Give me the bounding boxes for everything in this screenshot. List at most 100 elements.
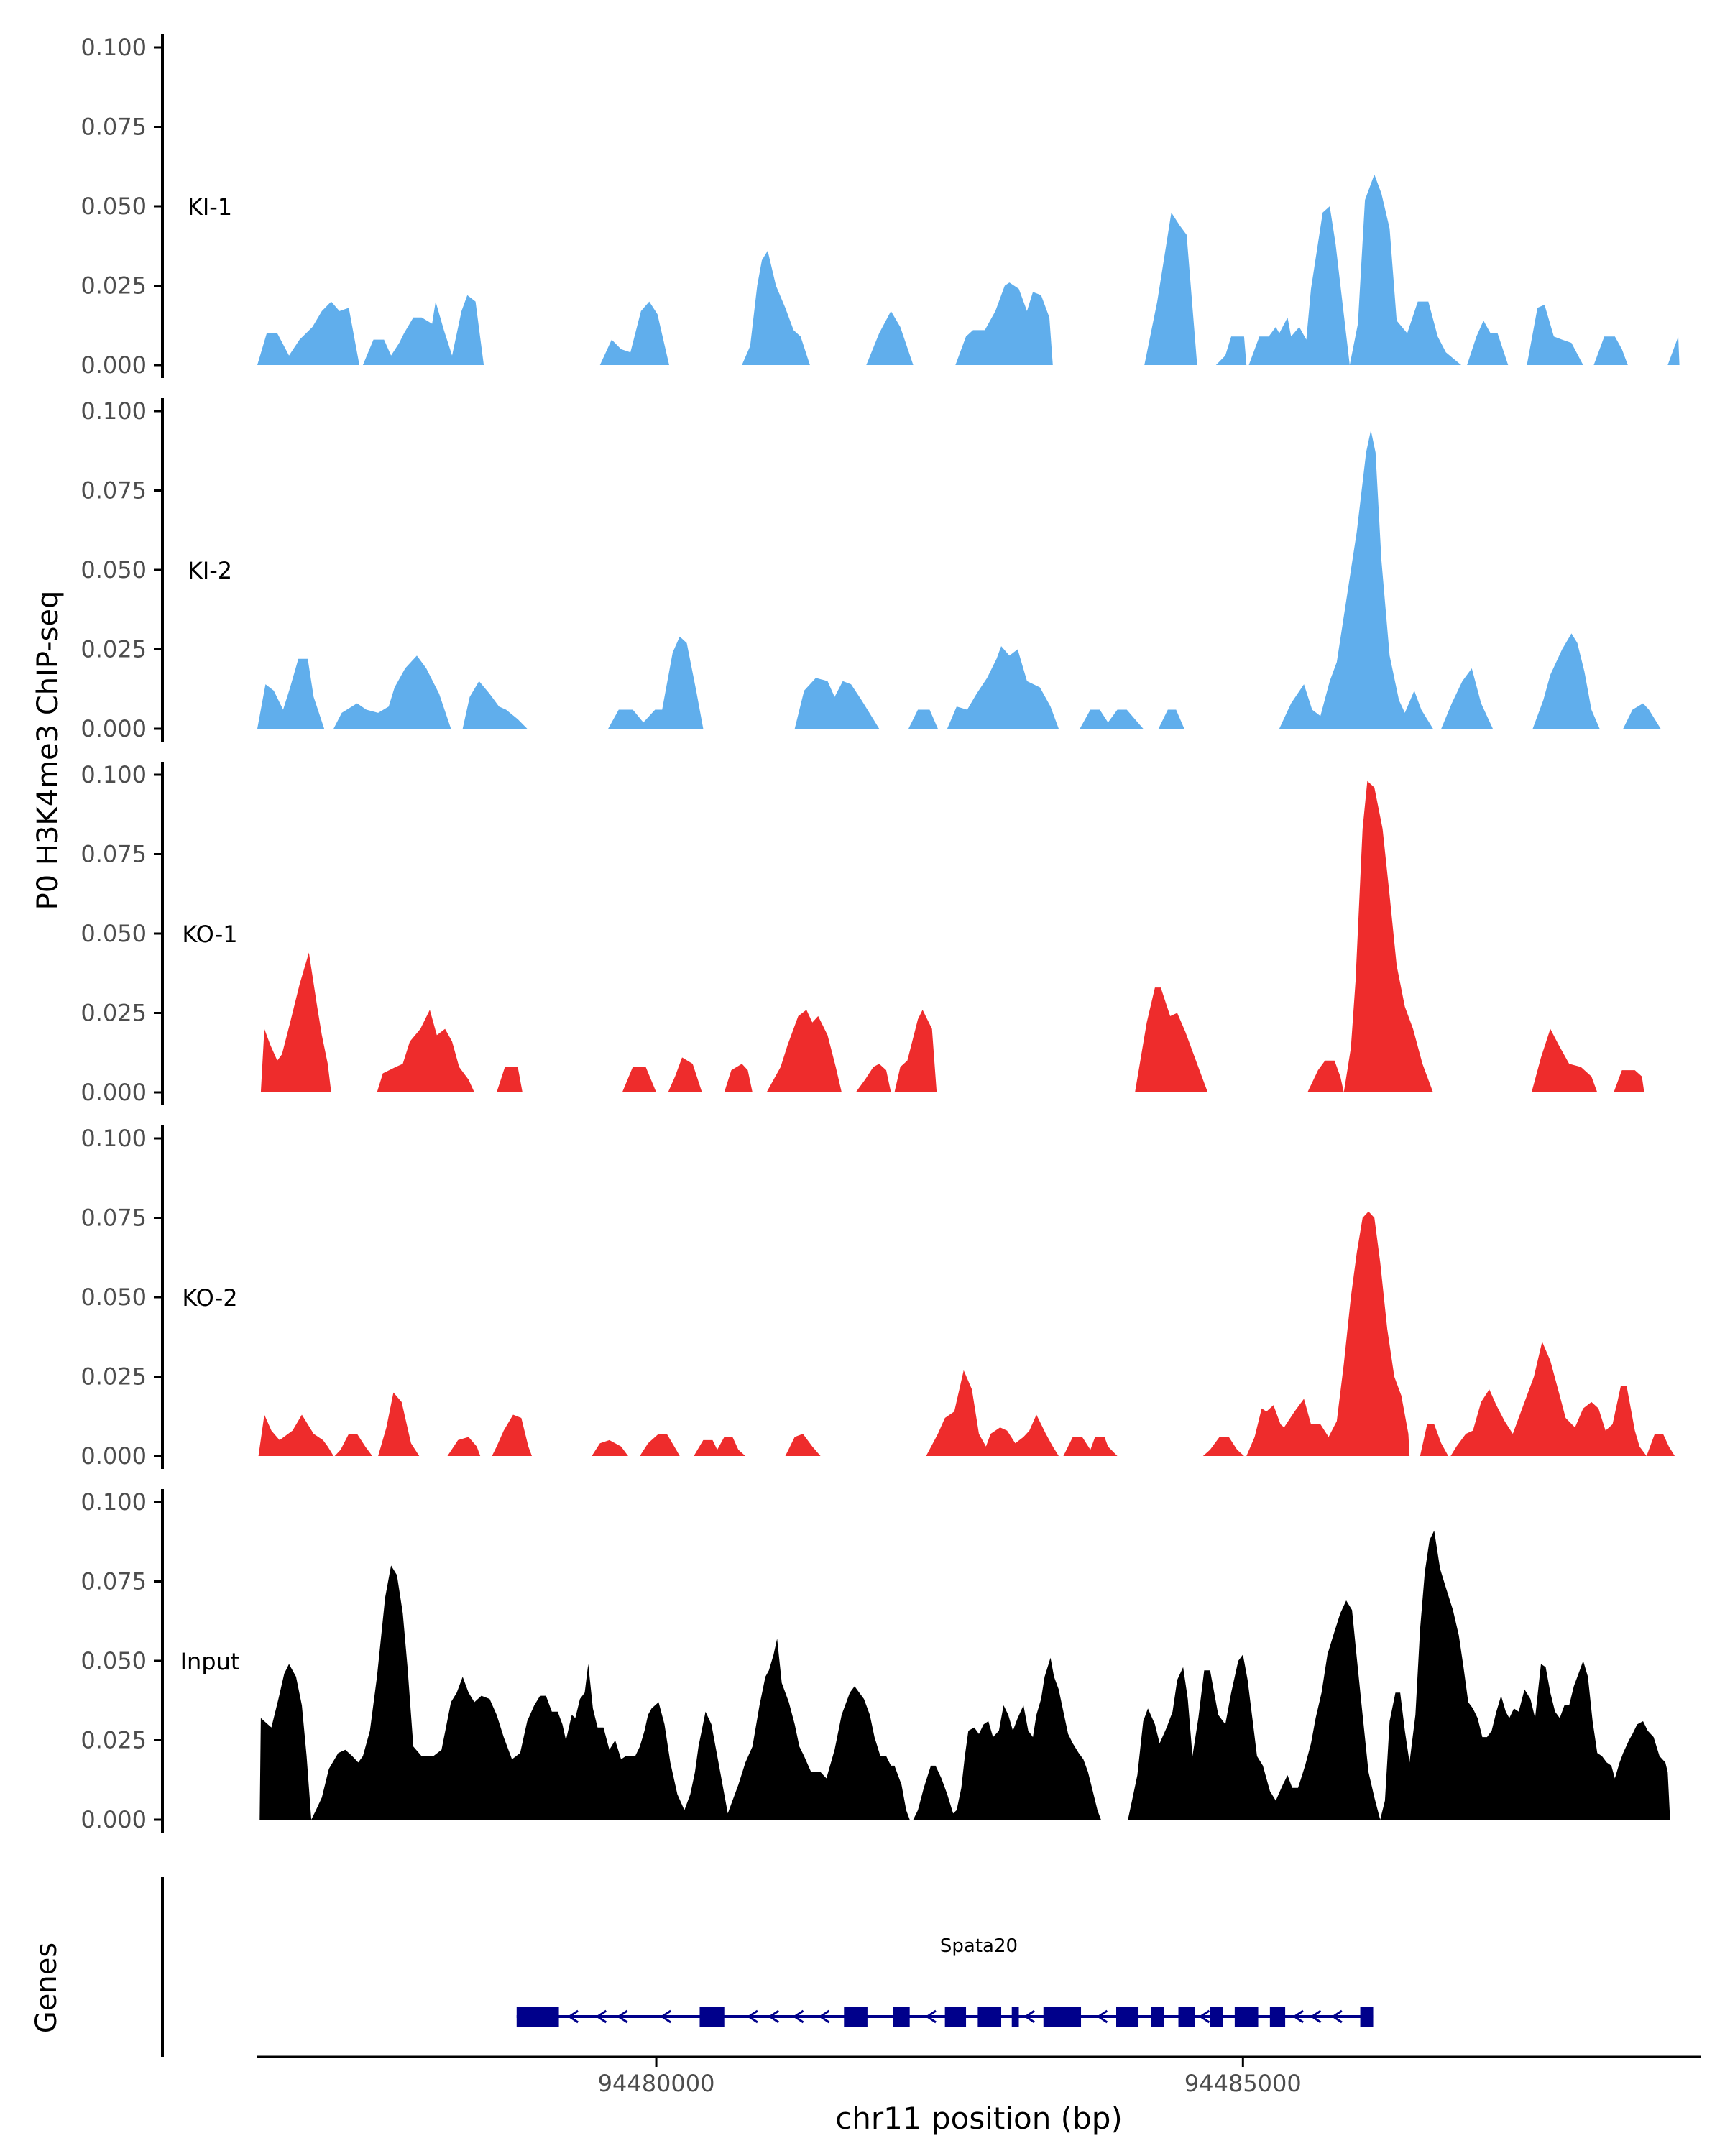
coverage-peak-ki-1-9 bbox=[1248, 174, 1461, 366]
track-label-ko-2: KO-2 bbox=[182, 1284, 237, 1312]
strand-arrow-icon bbox=[1198, 2009, 1210, 2024]
track-label-ki-2: KI-2 bbox=[188, 557, 232, 584]
coverage-peak-ko-1-7 bbox=[766, 1010, 842, 1092]
coverage-peak-ki-1-3 bbox=[599, 301, 669, 365]
strand-arrow-icon bbox=[567, 2009, 579, 2024]
coverage-peak-ki-1-2 bbox=[362, 295, 484, 365]
track-label-ko-1: KO-1 bbox=[182, 921, 237, 948]
coverage-peak-ko-2-12 bbox=[1202, 1437, 1244, 1456]
strand-arrow-icon bbox=[1331, 2009, 1343, 2024]
x-axis-title: chr11 position (bp) bbox=[835, 2101, 1123, 2136]
genes-panel: Genes Spata20 bbox=[30, 1877, 1374, 2057]
track-input: 0.000 0.025 0.050 0.075 0.100 Input bbox=[80, 1488, 1670, 1833]
y-tick-label: 0.100 bbox=[80, 761, 147, 788]
y-tick-label: 0.075 bbox=[80, 477, 147, 505]
gene-exon bbox=[944, 2007, 967, 2027]
coverage-peak-ki-2-7 bbox=[947, 646, 1059, 729]
coverage-peak-ko-1-1 bbox=[260, 952, 331, 1092]
coverage-peak-ko-1-5 bbox=[668, 1057, 702, 1092]
coverage-peak-ko-2-4 bbox=[447, 1437, 481, 1456]
coverage-peak-ki-1-13 bbox=[1668, 336, 1680, 365]
coverage-peak-ko-2-13 bbox=[1246, 1211, 1410, 1456]
strand-arrow-icon bbox=[1024, 2009, 1036, 2024]
y-tick-label: 0.075 bbox=[80, 1204, 147, 1232]
coverage-peak-ki-1-11 bbox=[1527, 305, 1583, 365]
y-tick-label: 0.025 bbox=[80, 1363, 147, 1391]
gene-exon bbox=[1043, 2007, 1082, 2027]
genes-panel-title: Genes bbox=[30, 1943, 63, 2033]
x-tick-label: 94485000 bbox=[1184, 2070, 1302, 2097]
gene-exon bbox=[1360, 2007, 1374, 2027]
y-tick-label: 0.100 bbox=[80, 1125, 147, 1152]
x-axis: 94480000 94485000 chr11 position (bp) bbox=[257, 2055, 1701, 2136]
y-tick-label: 0.075 bbox=[80, 1568, 147, 1595]
y-tick-label: 0.000 bbox=[80, 1806, 147, 1833]
gene-model-spata20 bbox=[516, 2007, 1374, 2027]
strand-arrow-icon bbox=[1310, 2009, 1322, 2024]
x-axis-ticks: 94480000 94485000 bbox=[598, 2057, 1302, 2097]
y-tick-label: 0.050 bbox=[80, 1284, 147, 1311]
coverage-peak-input-3 bbox=[1380, 1530, 1670, 1820]
coverage-peak-ko-2-10 bbox=[926, 1370, 1059, 1456]
gene-exon bbox=[1011, 2007, 1019, 2027]
coverage-peak-ki-2-10 bbox=[1279, 430, 1433, 729]
coverage-peak-ko-2-8 bbox=[694, 1437, 746, 1456]
track-label-input: Input bbox=[180, 1648, 240, 1675]
strand-arrow-icon bbox=[617, 2009, 628, 2024]
strand-arrow-icon bbox=[660, 2009, 671, 2024]
coverage-peak-ki-1-8 bbox=[1215, 336, 1247, 365]
coverage-peak-ko-2-3 bbox=[378, 1392, 420, 1456]
y-tick-label: 0.050 bbox=[80, 1647, 147, 1674]
coverage-peak-ko-1-13 bbox=[1531, 1028, 1598, 1092]
y-tick-label: 0.000 bbox=[80, 1079, 147, 1106]
coverage-peak-ko-1-3 bbox=[497, 1067, 523, 1092]
strand-arrow-icon bbox=[1096, 2009, 1108, 2024]
gene-exon bbox=[1269, 2007, 1286, 2027]
coverage-peak-ki-2-12 bbox=[1532, 633, 1600, 729]
y-tick-label: 0.025 bbox=[80, 636, 147, 663]
gene-exon bbox=[1151, 2007, 1164, 2027]
y-tick-label: 0.100 bbox=[80, 397, 147, 425]
y-tick-label: 0.025 bbox=[80, 1000, 147, 1027]
coverage-peak-ko-1-9 bbox=[894, 1010, 937, 1092]
y-axis-title: P0 H3K4me3 ChIP-seq bbox=[32, 591, 65, 911]
coverage-peak-ko-2-11 bbox=[1063, 1437, 1118, 1456]
y-tick-label: 0.100 bbox=[80, 1488, 147, 1516]
strand-arrow-icon bbox=[792, 2009, 804, 2024]
y-tick-label: 0.050 bbox=[80, 556, 147, 584]
coverage-peak-ko-2-2 bbox=[334, 1434, 372, 1456]
coverage-peak-ki-1-7 bbox=[1144, 212, 1197, 365]
coverage-peak-ki-1-6 bbox=[955, 282, 1053, 365]
strand-arrow-icon bbox=[747, 2009, 758, 2024]
coverage-peak-ko-2-15 bbox=[1450, 1341, 1647, 1456]
coverage-peak-ki-2-1 bbox=[257, 658, 325, 729]
strand-arrow-icon bbox=[925, 2009, 937, 2024]
coverage-peak-ko-1-6 bbox=[724, 1064, 753, 1092]
coverage-peak-ki-2-6 bbox=[908, 709, 938, 729]
coverage-peak-ki-2-3 bbox=[462, 681, 528, 729]
coverage-tracks: 0.0000.0250.0500.0750.100KI-10.0000.0250… bbox=[80, 34, 1680, 1833]
y-tick-label: 0.000 bbox=[80, 351, 147, 379]
coverage-peak-ko-2-7 bbox=[640, 1434, 680, 1456]
track-ki-2: 0.000 0.025 0.050 0.075 0.100 KI-2 bbox=[80, 397, 1661, 742]
coverage-peak-ko-2-16 bbox=[1646, 1434, 1675, 1456]
x-tick-label: 94480000 bbox=[598, 2070, 715, 2097]
coverage-peak-ko-2-6 bbox=[592, 1439, 628, 1456]
strand-arrow-icon bbox=[768, 2009, 780, 2024]
strand-arrow-icon bbox=[595, 2009, 607, 2024]
y-tick-label: 0.025 bbox=[80, 272, 147, 300]
y-tick-label: 0.075 bbox=[80, 114, 147, 141]
coverage-peak-ko-1-10 bbox=[1135, 987, 1208, 1092]
coverage-peak-ki-1-12 bbox=[1593, 336, 1628, 365]
y-tick-label: 0.100 bbox=[80, 34, 147, 61]
gene-exon bbox=[893, 2007, 910, 2027]
strand-arrow-icon bbox=[1292, 2009, 1304, 2024]
coverage-peak-input-1 bbox=[259, 1565, 1101, 1820]
coverage-peak-ko-2-5 bbox=[492, 1414, 532, 1456]
coverage-peak-ki-1-10 bbox=[1467, 321, 1509, 365]
gene-exon bbox=[1116, 2007, 1139, 2027]
gene-exon bbox=[699, 2007, 724, 2027]
coverage-peak-ki-2-11 bbox=[1441, 668, 1493, 729]
coverage-peak-ko-2-9 bbox=[785, 1434, 821, 1456]
